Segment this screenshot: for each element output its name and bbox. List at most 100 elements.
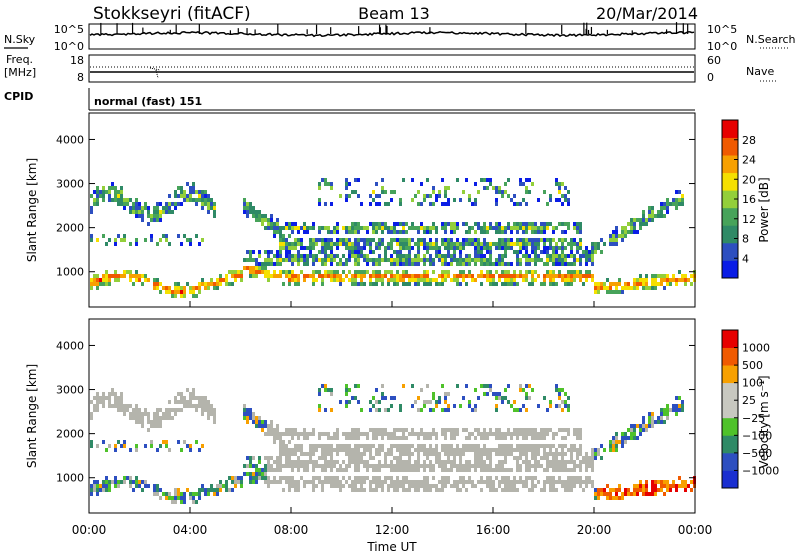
power-cell [561,254,564,258]
power-cell [150,214,153,218]
power-cell [543,278,546,282]
velocity-cell [96,400,99,404]
velocity-cell [534,468,537,472]
power-cell [288,246,291,250]
velocity-cell [426,476,429,480]
velocity-cell [435,484,438,488]
velocity-cell [393,464,396,468]
power-cell [537,226,540,230]
velocity-cell [519,444,522,448]
power-cell [375,274,378,278]
velocity-cell [510,404,513,408]
velocity-cell [447,448,450,452]
velocity-cell [633,484,636,488]
power-cell [519,246,522,250]
power-cell [567,190,570,194]
power-cell [237,270,240,274]
power-cell [369,246,372,250]
velocity-cell [651,412,654,416]
power-cell [675,278,678,282]
velocity-cell [267,432,270,436]
power-cell [372,198,375,202]
velocity-cell [555,404,558,408]
noise-spikes [100,22,689,34]
power-cell [264,218,267,222]
power-cell [453,258,456,262]
velocity-cell [213,408,216,412]
power-cell [168,210,171,214]
power-cell [549,254,552,258]
velocity-cell [273,480,276,484]
power-cell [177,282,180,286]
velocity-cell [315,476,318,480]
velocity-cell [660,412,663,416]
velocity-cell [327,432,330,436]
velocity-cell [666,484,669,488]
velocity-cell [468,404,471,408]
velocity-cell [615,444,618,448]
power-cell [501,238,504,242]
power-cell [360,254,363,258]
velocity-cell [393,488,396,492]
power-cell [276,274,279,278]
power-cell [543,250,546,254]
velocity-cell [120,400,123,404]
power-cell [507,222,510,226]
power-cell [405,238,408,242]
power-cell [450,226,453,230]
velocity-cell [276,468,279,472]
power-cell [504,226,507,230]
velocity-cell [570,488,573,492]
power-cell [501,246,504,250]
velocity-cell [375,480,378,484]
power-cell [213,286,216,290]
power-cell [543,226,546,230]
velocity-cell [417,464,420,468]
power-cell [393,262,396,266]
velocity-cell [540,456,543,460]
power-cell [489,274,492,278]
power-cell [243,210,246,214]
power-cell [561,222,564,226]
power-cell [504,190,507,194]
power-cell [153,278,156,282]
power-cell [402,238,405,242]
power-cell [591,246,594,250]
velocity-cell [279,480,282,484]
power-cell [510,262,513,266]
power-cell [522,182,525,186]
velocity-cell [156,420,159,424]
velocity-cell [303,480,306,484]
velocity-cell [558,460,561,464]
power-cell [321,242,324,246]
power-cell [564,262,567,266]
power-cell [426,274,429,278]
power-cell [657,282,660,286]
power-cell [135,198,138,202]
power-cell [117,274,120,278]
velocity-cell [165,408,168,412]
power-cell [444,186,447,190]
velocity-cell [384,408,387,412]
velocity-cell [486,484,489,488]
velocity-cell [123,440,126,444]
power-cell [519,258,522,262]
velocity-cell [567,404,570,408]
power-cell [483,254,486,258]
velocity-heatmap-cells [90,384,696,504]
power-cell [675,206,678,210]
power-cell [636,282,639,286]
power-cell [273,274,276,278]
velocity-cell [369,444,372,448]
power-cell [417,226,420,230]
power-cell [420,258,423,262]
power-cell [198,286,201,290]
velocity-cell [321,464,324,468]
velocity-cell [690,488,693,492]
velocity-cell [165,496,168,500]
velocity-cell [159,488,162,492]
velocity-cell [657,480,660,484]
velocity-cell [246,416,249,420]
velocity-cell [177,440,180,444]
